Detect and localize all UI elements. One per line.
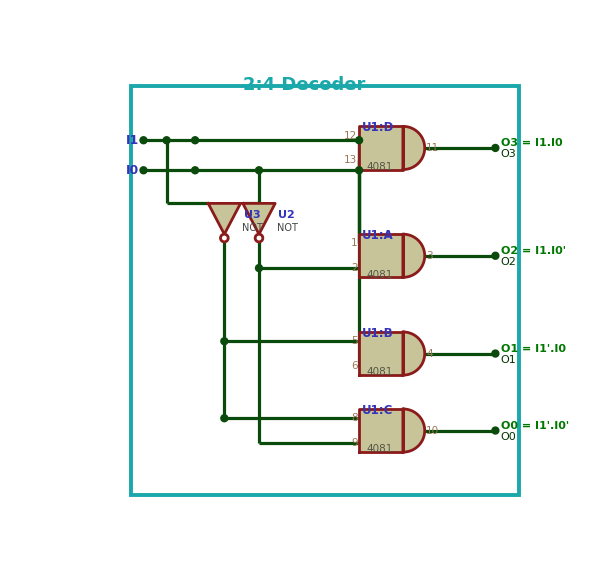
Text: O0: O0 bbox=[501, 432, 517, 442]
Text: 12: 12 bbox=[345, 130, 358, 141]
Text: U3: U3 bbox=[244, 210, 260, 220]
Polygon shape bbox=[403, 332, 425, 375]
Text: I0: I0 bbox=[125, 164, 139, 177]
Polygon shape bbox=[403, 126, 425, 169]
Polygon shape bbox=[359, 409, 403, 452]
Polygon shape bbox=[359, 332, 403, 375]
Circle shape bbox=[221, 415, 228, 422]
Circle shape bbox=[255, 265, 263, 272]
Text: 2:4 Decoder: 2:4 Decoder bbox=[243, 76, 366, 94]
Circle shape bbox=[192, 167, 198, 174]
Circle shape bbox=[221, 337, 228, 345]
Circle shape bbox=[356, 167, 362, 174]
Text: 11: 11 bbox=[426, 143, 440, 153]
Text: 9: 9 bbox=[351, 438, 358, 448]
Circle shape bbox=[492, 145, 499, 152]
Text: 10: 10 bbox=[426, 426, 440, 435]
Text: NOT: NOT bbox=[242, 223, 263, 233]
Circle shape bbox=[255, 167, 263, 174]
Text: 4081: 4081 bbox=[366, 269, 393, 280]
Text: U1:B: U1:B bbox=[361, 327, 393, 340]
Text: U1:C: U1:C bbox=[361, 404, 393, 416]
Circle shape bbox=[492, 350, 499, 357]
Text: O2: O2 bbox=[501, 257, 517, 267]
Text: 3: 3 bbox=[426, 251, 433, 261]
Circle shape bbox=[255, 234, 263, 242]
Text: O1: O1 bbox=[501, 355, 517, 365]
Text: 1: 1 bbox=[351, 239, 358, 248]
Text: 8: 8 bbox=[351, 413, 358, 423]
Text: U1:A: U1:A bbox=[361, 229, 393, 242]
Text: 4081: 4081 bbox=[366, 162, 393, 172]
Text: 4: 4 bbox=[426, 348, 433, 359]
Text: U2: U2 bbox=[278, 210, 295, 220]
Circle shape bbox=[140, 137, 147, 144]
Circle shape bbox=[140, 167, 147, 174]
Text: O1 = I1'.I0: O1 = I1'.I0 bbox=[501, 344, 565, 354]
Circle shape bbox=[192, 137, 198, 144]
Text: U1:D: U1:D bbox=[361, 121, 394, 134]
Polygon shape bbox=[359, 126, 403, 169]
Polygon shape bbox=[403, 409, 425, 452]
Text: O0 = I1'.I0': O0 = I1'.I0' bbox=[501, 421, 569, 431]
Text: 4081: 4081 bbox=[366, 367, 393, 378]
Polygon shape bbox=[359, 234, 403, 277]
Text: 6: 6 bbox=[351, 361, 358, 371]
Text: O2 = I1.I0': O2 = I1.I0' bbox=[501, 246, 565, 256]
Circle shape bbox=[163, 137, 170, 144]
Text: I1: I1 bbox=[125, 134, 139, 147]
Text: 5: 5 bbox=[351, 336, 358, 346]
Circle shape bbox=[220, 234, 228, 242]
Text: 4081: 4081 bbox=[366, 444, 393, 454]
Polygon shape bbox=[243, 204, 275, 234]
Text: O3 = I1.I0: O3 = I1.I0 bbox=[501, 138, 563, 148]
Text: NOT: NOT bbox=[277, 223, 298, 233]
Circle shape bbox=[492, 427, 499, 434]
Circle shape bbox=[356, 137, 362, 144]
Polygon shape bbox=[403, 234, 425, 277]
Text: O3: O3 bbox=[501, 149, 517, 159]
Text: 2: 2 bbox=[351, 263, 358, 273]
Polygon shape bbox=[208, 204, 241, 234]
Text: 13: 13 bbox=[345, 155, 358, 165]
FancyBboxPatch shape bbox=[131, 86, 519, 495]
Circle shape bbox=[492, 252, 499, 259]
